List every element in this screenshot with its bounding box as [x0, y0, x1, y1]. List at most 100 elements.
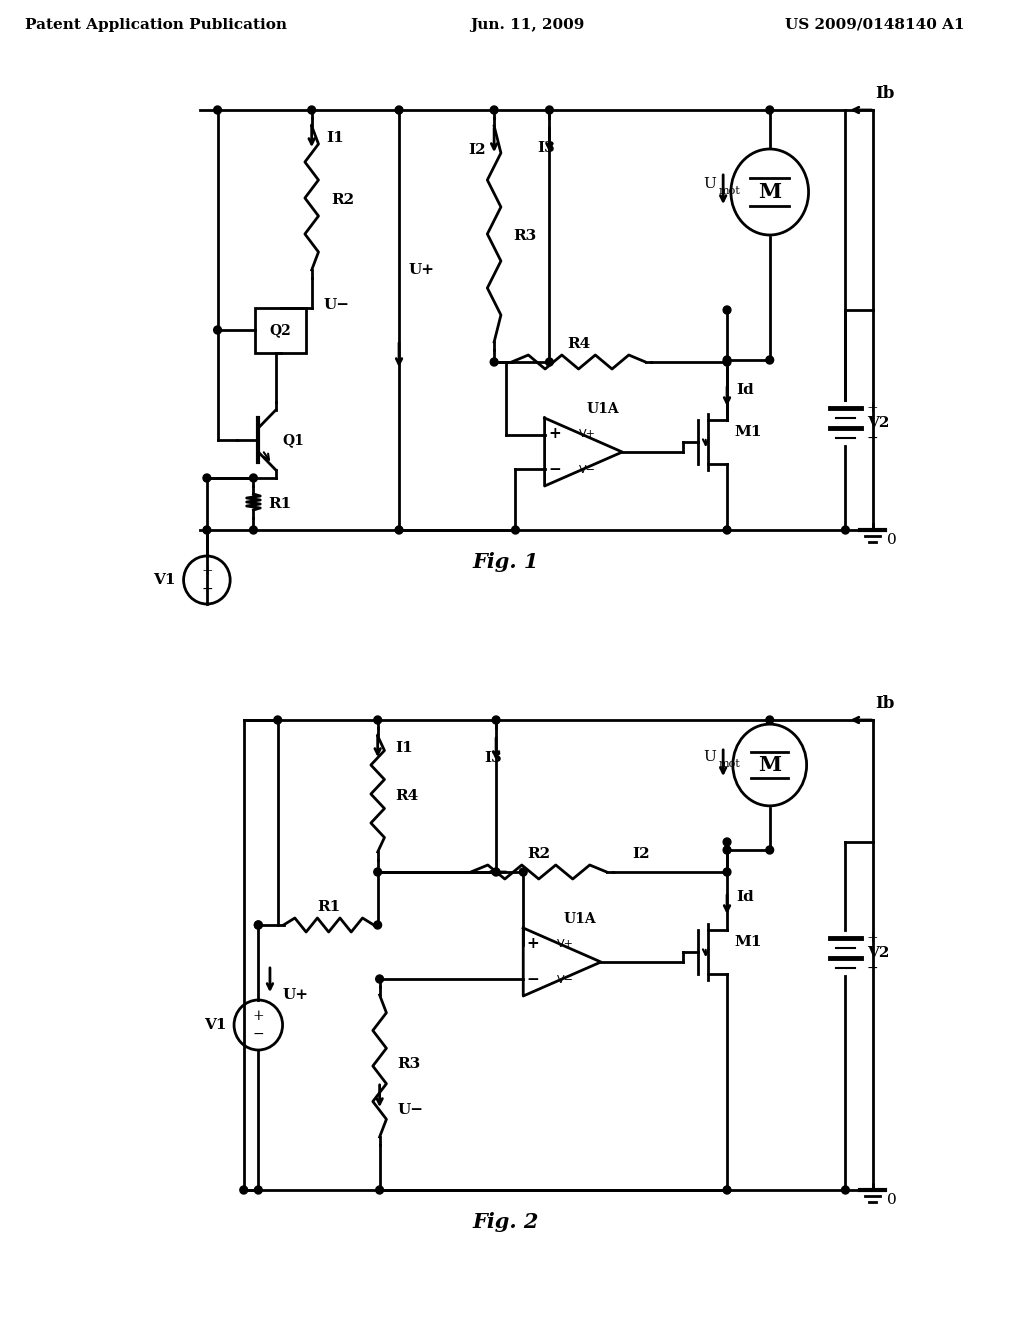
Text: Fig. 1: Fig. 1 [473, 552, 539, 572]
Circle shape [490, 106, 498, 114]
Text: U1A: U1A [563, 912, 596, 927]
Text: Jun. 11, 2009: Jun. 11, 2009 [470, 18, 585, 32]
Text: R1: R1 [317, 900, 340, 913]
Text: R3: R3 [397, 1057, 420, 1072]
Text: R2: R2 [331, 193, 354, 207]
Text: I3: I3 [484, 751, 502, 766]
Text: U+: U+ [283, 987, 308, 1002]
Text: 0: 0 [887, 533, 897, 546]
Circle shape [214, 326, 221, 334]
Circle shape [723, 306, 731, 314]
Circle shape [723, 846, 731, 854]
Text: I2: I2 [632, 847, 649, 861]
Text: Id: Id [736, 890, 755, 904]
Text: U−: U− [324, 298, 349, 312]
Text: M1: M1 [735, 425, 762, 440]
Text: −: − [548, 462, 561, 478]
Text: Fig. 2: Fig. 2 [473, 1212, 539, 1232]
Circle shape [395, 525, 402, 535]
Circle shape [723, 358, 731, 366]
Circle shape [254, 921, 262, 929]
Circle shape [546, 106, 553, 114]
Text: V2: V2 [866, 416, 889, 430]
Circle shape [214, 106, 221, 114]
Circle shape [250, 474, 257, 482]
Circle shape [254, 1185, 262, 1195]
Text: −: − [866, 961, 879, 975]
Text: +: + [548, 426, 561, 441]
Text: −: − [201, 582, 213, 597]
Text: −: − [866, 432, 879, 445]
Circle shape [723, 1185, 731, 1195]
Circle shape [766, 715, 773, 723]
Text: R3: R3 [514, 228, 537, 243]
Circle shape [203, 525, 211, 535]
Text: R4: R4 [395, 789, 419, 803]
Text: Id: Id [736, 383, 755, 397]
Circle shape [395, 106, 402, 114]
Circle shape [374, 715, 382, 723]
Text: I1: I1 [327, 131, 344, 145]
Text: Q2: Q2 [269, 323, 292, 337]
Circle shape [842, 1185, 849, 1195]
Circle shape [250, 525, 257, 535]
Text: I3: I3 [538, 141, 555, 154]
Text: Ib: Ib [876, 84, 895, 102]
Text: V2: V2 [866, 946, 889, 960]
Text: I2: I2 [468, 143, 485, 157]
Text: +: + [253, 1008, 264, 1023]
Text: V−: V− [557, 975, 574, 985]
Text: V−: V− [579, 465, 596, 475]
Circle shape [493, 869, 500, 876]
Text: U1A: U1A [587, 403, 620, 416]
Text: U: U [703, 750, 717, 764]
Text: V+: V+ [579, 429, 596, 440]
Circle shape [723, 869, 731, 876]
Text: +: + [526, 936, 540, 952]
Circle shape [512, 525, 519, 535]
Text: U−: U− [397, 1104, 423, 1117]
Text: R2: R2 [527, 847, 550, 861]
Circle shape [723, 525, 731, 535]
Text: +: + [866, 401, 879, 414]
Circle shape [376, 1185, 384, 1195]
Circle shape [203, 474, 211, 482]
Text: 0: 0 [887, 1193, 897, 1206]
Circle shape [766, 106, 773, 114]
Circle shape [308, 106, 315, 114]
Circle shape [723, 356, 731, 364]
Text: +: + [866, 931, 879, 945]
Circle shape [766, 356, 773, 364]
Circle shape [273, 715, 282, 723]
Circle shape [240, 1185, 248, 1195]
Circle shape [254, 921, 262, 929]
Text: M1: M1 [735, 935, 762, 949]
Circle shape [766, 846, 773, 854]
Bar [255, 308, 306, 352]
Circle shape [376, 975, 384, 983]
Circle shape [374, 869, 382, 876]
Text: −: − [253, 1027, 264, 1041]
Text: U+: U+ [409, 263, 435, 277]
Text: +: + [201, 564, 213, 578]
Text: −: − [526, 973, 540, 987]
Text: I1: I1 [395, 741, 413, 755]
Text: R4: R4 [567, 337, 590, 351]
Circle shape [519, 869, 527, 876]
Text: M: M [758, 755, 781, 775]
Text: Patent Application Publication: Patent Application Publication [26, 18, 288, 32]
Text: V+: V+ [557, 939, 574, 949]
Text: mot: mot [718, 759, 740, 770]
Text: M: M [758, 182, 781, 202]
Text: V1: V1 [154, 573, 176, 587]
Text: Ib: Ib [876, 694, 895, 711]
Text: US 2009/0148140 A1: US 2009/0148140 A1 [784, 18, 965, 32]
Text: R1: R1 [268, 498, 291, 511]
Circle shape [490, 358, 498, 366]
Text: Q1: Q1 [283, 433, 304, 447]
Circle shape [842, 525, 849, 535]
Text: V1: V1 [204, 1018, 226, 1032]
Circle shape [374, 921, 382, 929]
Text: mot: mot [718, 186, 740, 195]
Text: U: U [703, 177, 717, 191]
